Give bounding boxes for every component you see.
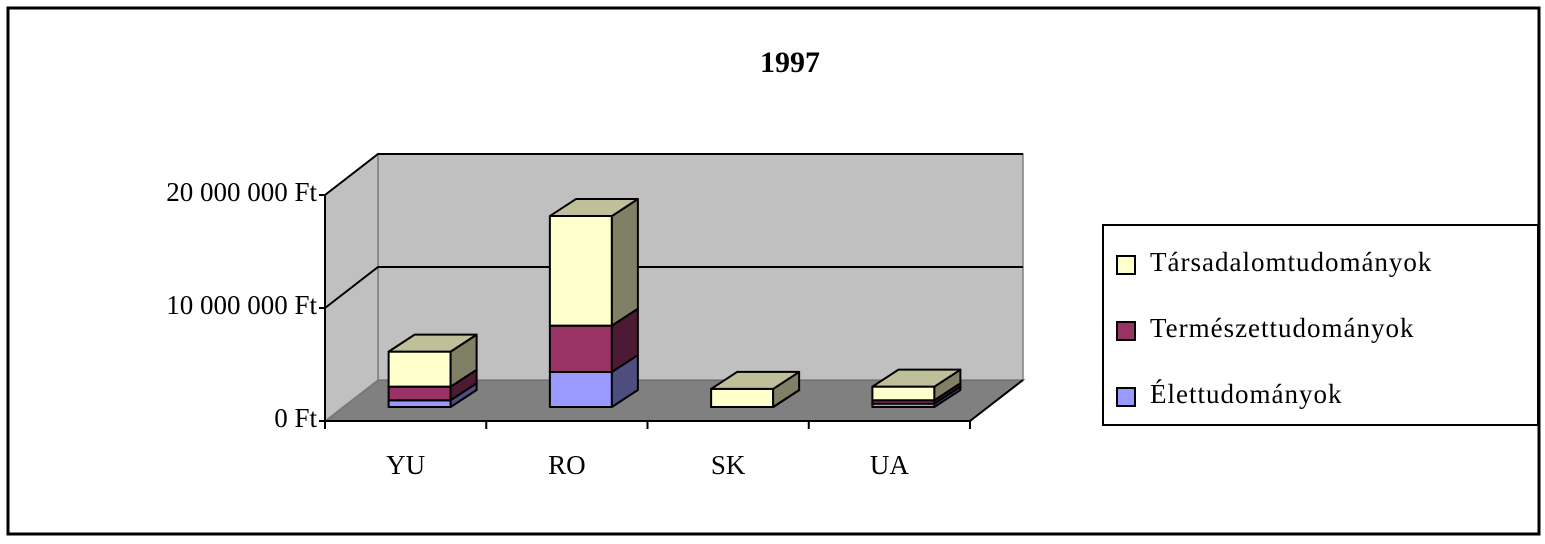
grid-line [324,153,1023,196]
bar-front [548,215,613,327]
legend [1102,224,1539,426]
bar-front [387,385,452,402]
bar-segment [871,368,962,402]
x-tick-label: UA [870,450,909,480]
legend-swatch [1116,387,1136,407]
bar-side [610,198,639,327]
legend-swatch [1116,255,1136,275]
legend-swatch [1116,321,1136,341]
x-tick-label: RO [548,450,586,480]
y-tick-label: 0 Ft [274,403,317,433]
bar-top [548,198,639,218]
bar-top [710,370,801,390]
x-axis-depth [969,379,1024,422]
bar-segment [548,198,639,327]
y-tick-label: 10 000 000 Ft [166,290,317,320]
grid-line [324,266,1023,309]
bar-top [387,333,478,353]
y-tick-label: 20 000 000 Ft [166,177,317,207]
bar-segment [710,370,801,408]
chart-title: 1997 [760,46,820,79]
legend-label: Élettudományok [1150,379,1342,409]
bar-front [548,370,613,408]
bar-top [871,368,962,388]
bar-segment [387,333,478,388]
legend-label: Társadalomtudományok [1150,247,1432,277]
bar-front [548,324,613,373]
bar-front [387,399,452,408]
bar-front [871,385,936,402]
x-tick-label: SK [711,450,746,480]
bar-front [387,350,452,388]
legend-label: Természettudományok [1150,313,1415,343]
bar-front [710,387,775,408]
x-tick-label: YU [386,450,425,480]
